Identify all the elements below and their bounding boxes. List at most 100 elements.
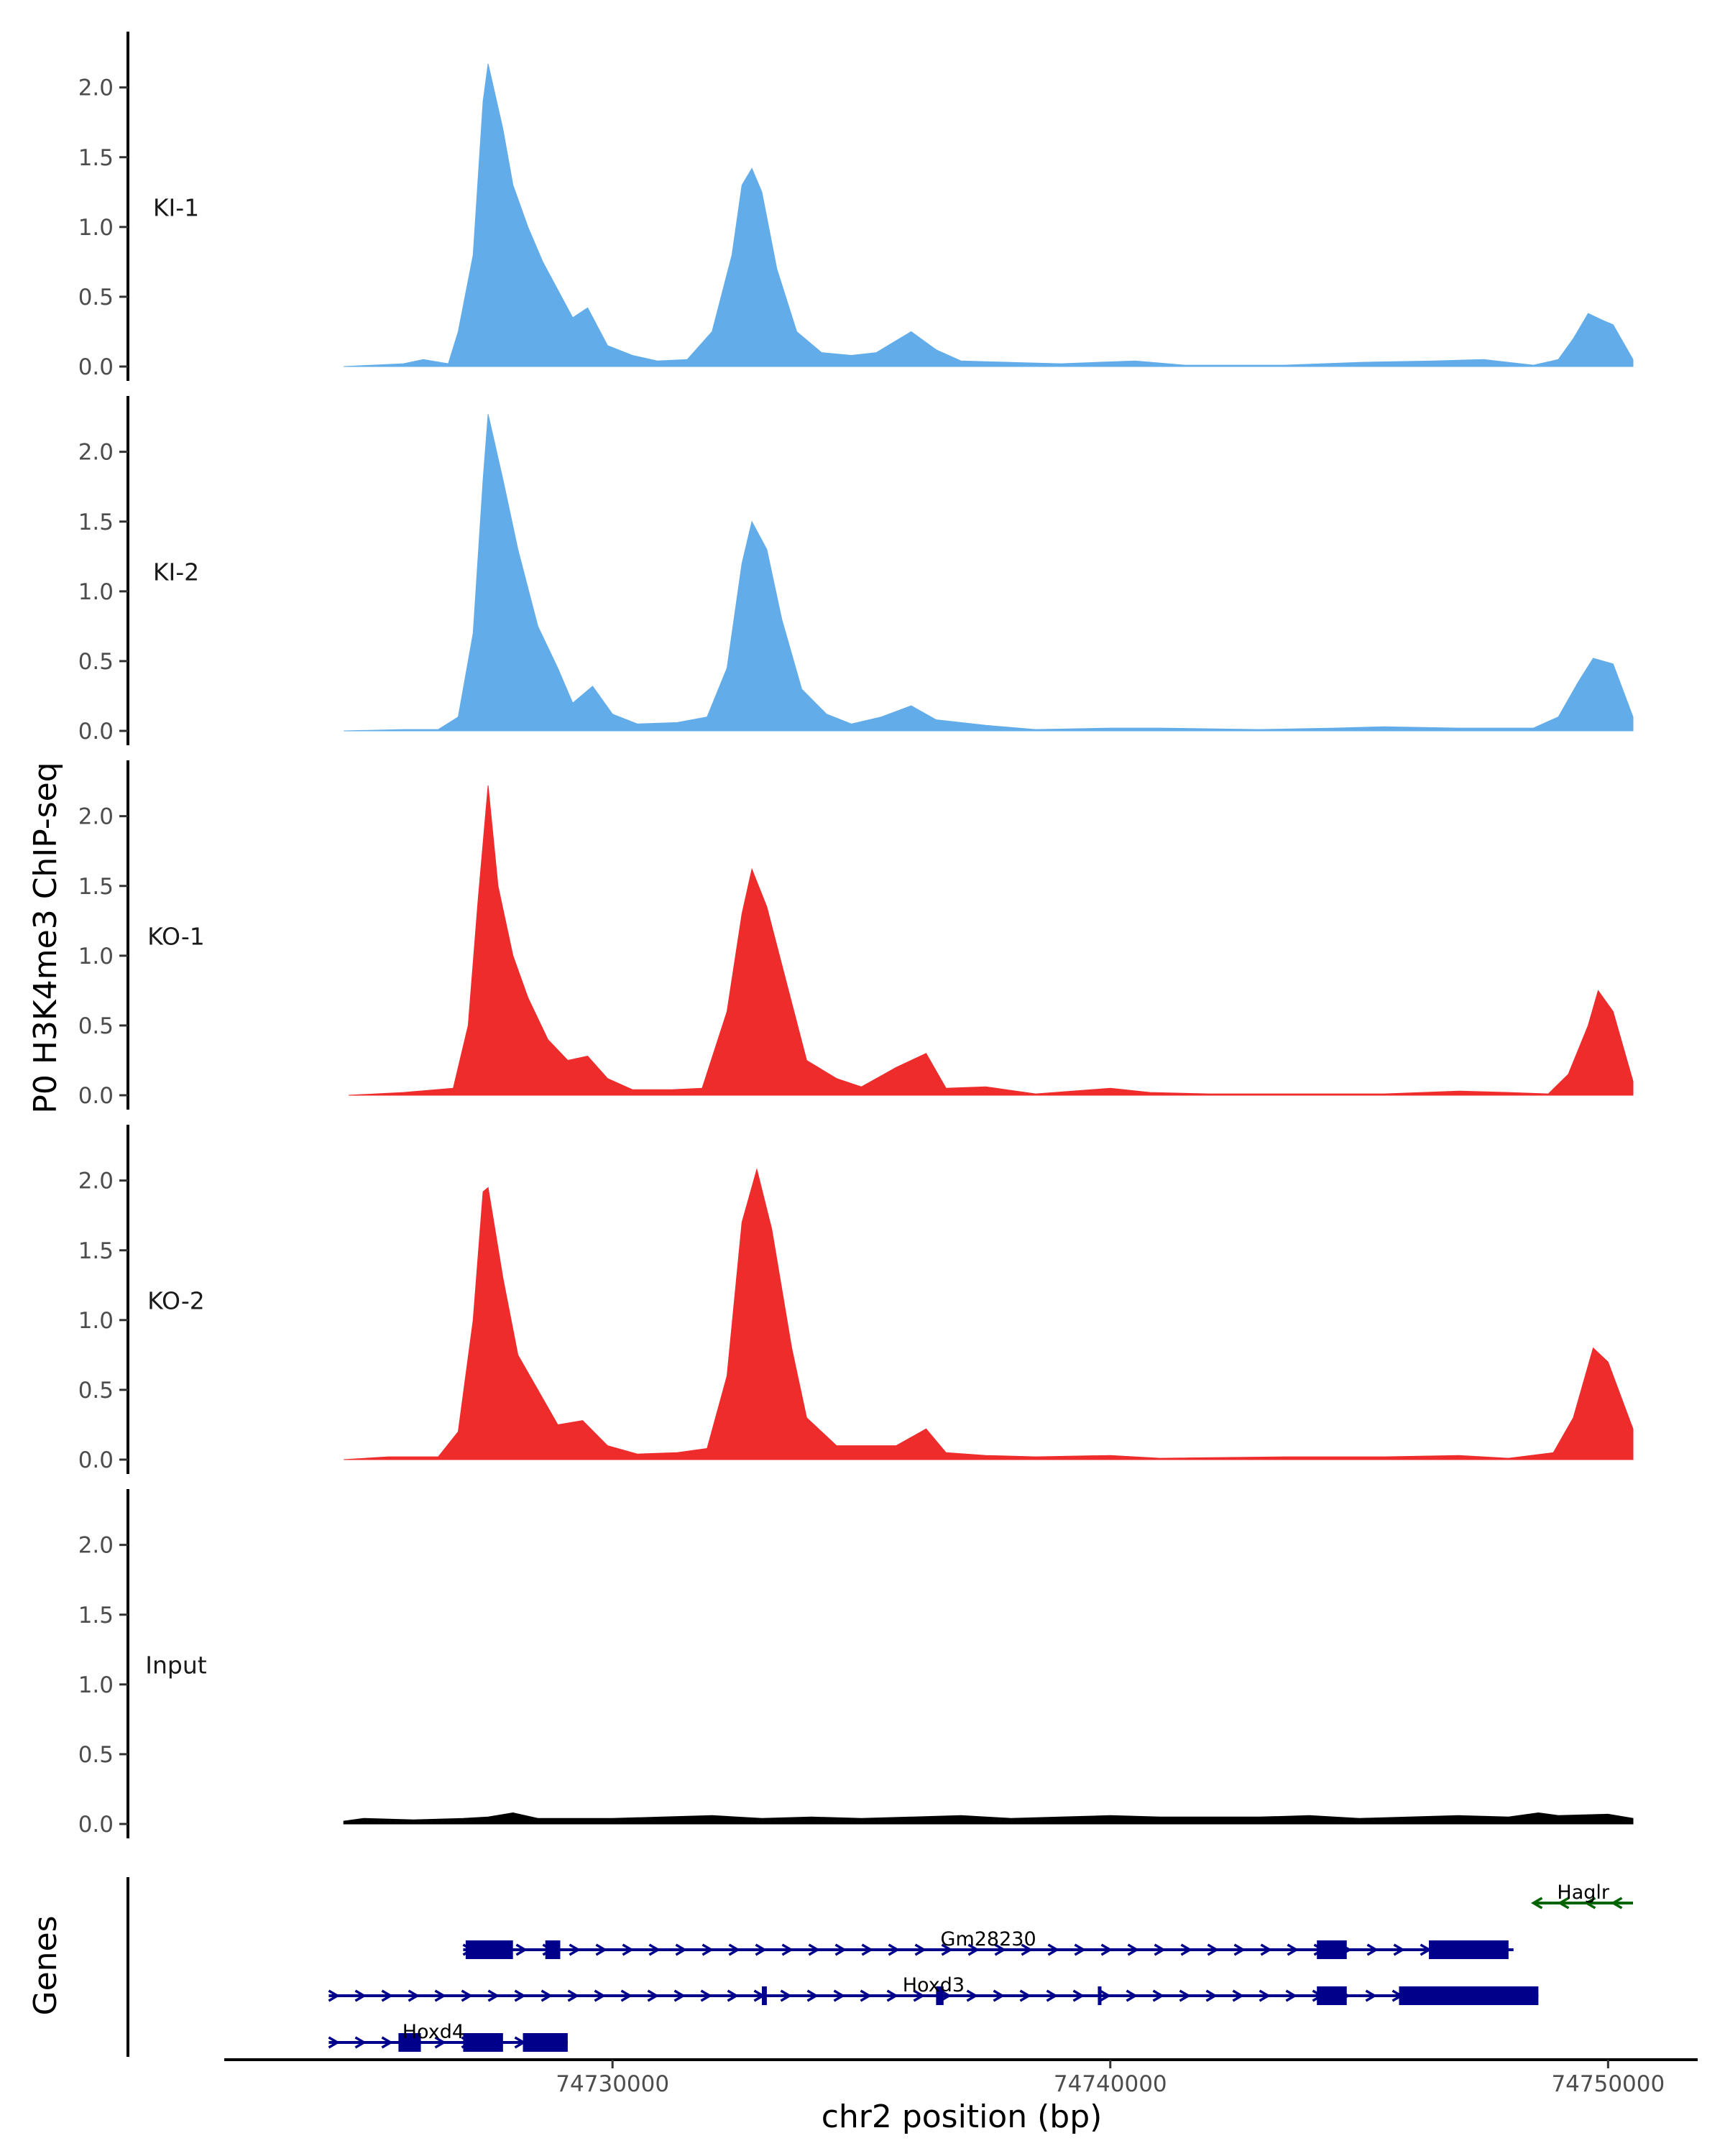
strand-chevron xyxy=(515,1943,528,1956)
y-tick-label: 0.5 xyxy=(78,649,114,675)
strand-chevron xyxy=(648,1943,661,1956)
strand-chevron xyxy=(1260,1943,1272,1956)
strand-chevron xyxy=(780,1989,792,2002)
track-label: KI-2 xyxy=(153,558,199,586)
strand-chevron xyxy=(408,1989,420,2002)
strand-chevron xyxy=(914,1943,926,1956)
gene-hoxd3: Hoxd3 xyxy=(328,1974,1539,2005)
gene-exon xyxy=(1429,1940,1509,1959)
track-input: 0.0 0.5 1.0 1.5 2.0 Input xyxy=(78,1489,1634,1838)
y-tick-label: 0.5 xyxy=(78,1378,114,1404)
y-tick-label: 2.0 xyxy=(78,804,114,830)
strand-chevron xyxy=(727,1989,739,2002)
signal-area-ki-2 xyxy=(344,414,1634,732)
strand-chevron xyxy=(966,1989,978,2002)
y-tick-label: 0.0 xyxy=(78,719,114,745)
strand-chevron xyxy=(1365,1989,1377,2002)
strand-chevron xyxy=(1021,1943,1033,1956)
strand-chevron xyxy=(1287,1943,1299,1956)
strand-chevron xyxy=(540,1989,553,2002)
gene-name-label: Haglr xyxy=(1557,1881,1609,1904)
strand-chevron xyxy=(647,1989,659,2002)
gene-exon xyxy=(761,1986,767,2005)
strand-chevron xyxy=(1557,1897,1570,1909)
strand-chevron xyxy=(1207,1943,1219,1956)
y-tick-label: 0.5 xyxy=(78,1013,114,1039)
strand-chevron xyxy=(1126,1989,1138,2002)
gene-gm28230: Gm28230 xyxy=(462,1928,1514,1959)
y-tick-label: 0.0 xyxy=(78,1083,114,1109)
strand-chevron xyxy=(1100,1943,1113,1956)
y-tick-label: 0.0 xyxy=(78,1812,114,1838)
y-tick-label: 1.5 xyxy=(78,874,114,900)
strand-chevron xyxy=(675,1943,687,1956)
x-axis-title: chr2 position (bp) xyxy=(822,2099,1103,2135)
x-tick-label: 74730000 xyxy=(556,2071,669,2097)
strand-chevron xyxy=(702,1943,714,1956)
gene-exon xyxy=(1098,1986,1102,2005)
gene-exon xyxy=(1317,1940,1347,1959)
strand-chevron xyxy=(673,1989,686,2002)
strand-chevron xyxy=(700,1989,712,2002)
y-tick-label: 1.0 xyxy=(78,1308,114,1334)
x-tick-label: 74740000 xyxy=(1054,2071,1167,2097)
signal-area-input xyxy=(343,1812,1634,1825)
gene-exon xyxy=(523,2033,568,2052)
strand-chevron xyxy=(834,1943,847,1956)
track-ko-2: 0.0 0.5 1.0 1.5 2.0 KO-2 xyxy=(78,1125,1634,1474)
strand-chevron xyxy=(755,1943,767,1956)
x-tick-label: 74750000 xyxy=(1551,2071,1665,2097)
strand-chevron xyxy=(1393,1943,1405,1956)
gene-name-label: Hoxd4 xyxy=(402,2021,464,2043)
strand-chevron xyxy=(1259,1989,1271,2002)
signal-area-ko-2 xyxy=(344,1168,1634,1460)
strand-chevron xyxy=(1205,1989,1218,2002)
strand-chevron xyxy=(622,1943,634,1956)
track-ki-2: 0.0 0.5 1.0 1.5 2.0 KI-2 xyxy=(78,396,1634,745)
y-tick-label: 1.5 xyxy=(78,1238,114,1264)
y-tick-label: 2.0 xyxy=(78,440,114,466)
gene-exon xyxy=(463,2033,503,2052)
strand-chevron xyxy=(461,1989,473,2002)
strand-chevron xyxy=(1046,1989,1058,2002)
y-axis-title: P0 H3K4me3 ChIP-seq xyxy=(27,762,64,1113)
y-tick-label: 1.0 xyxy=(78,944,114,969)
strand-chevron xyxy=(1366,1943,1379,1956)
strand-chevron xyxy=(381,2036,393,2049)
y-tick-label: 1.5 xyxy=(78,145,114,171)
y-tick-label: 0.0 xyxy=(78,1447,114,1473)
gene-exon xyxy=(465,1940,513,1959)
strand-chevron xyxy=(941,1943,953,1956)
strand-chevron xyxy=(487,1989,500,2002)
track-label: KO-2 xyxy=(147,1287,205,1315)
strand-chevron xyxy=(1610,1897,1623,1909)
strand-chevron xyxy=(833,1989,845,2002)
strand-chevron xyxy=(1072,1989,1085,2002)
gene-exon xyxy=(936,1986,944,2005)
strand-chevron xyxy=(1232,1989,1244,2002)
strand-chevron xyxy=(434,2036,446,2049)
signal-tracks: 0.0 0.5 1.0 1.5 2.0 KI-1 0.0 0.5 1.0 1.5 2.0 KI-2 0.… xyxy=(78,32,1634,1838)
y-tick-label: 0.5 xyxy=(78,285,114,310)
strand-chevron xyxy=(594,1989,606,2002)
strand-chevron xyxy=(1583,1897,1596,1909)
y-tick-label: 0.5 xyxy=(78,1742,114,1768)
strand-chevron xyxy=(354,1989,367,2002)
gene-name-label: Gm28230 xyxy=(941,1928,1036,1950)
gene-exon xyxy=(398,2033,421,2052)
strand-chevron xyxy=(781,1943,794,1956)
strand-chevron xyxy=(1074,1943,1086,1956)
track-label: KI-1 xyxy=(153,194,199,222)
strand-chevron xyxy=(808,1943,820,1956)
strand-chevron xyxy=(1099,1989,1111,2002)
y-tick-label: 0.0 xyxy=(78,354,114,380)
strand-chevron xyxy=(1179,1989,1191,2002)
strand-chevron xyxy=(1233,1943,1246,1956)
strand-chevron xyxy=(861,1943,873,1956)
track-label: KO-1 xyxy=(147,923,205,951)
strand-chevron xyxy=(993,1989,1005,2002)
signal-area-ki-1 xyxy=(344,63,1634,367)
genes-panel: Genes Haglr Gm28230 Hoxd3 Hoxd4 xyxy=(27,1877,1633,2057)
